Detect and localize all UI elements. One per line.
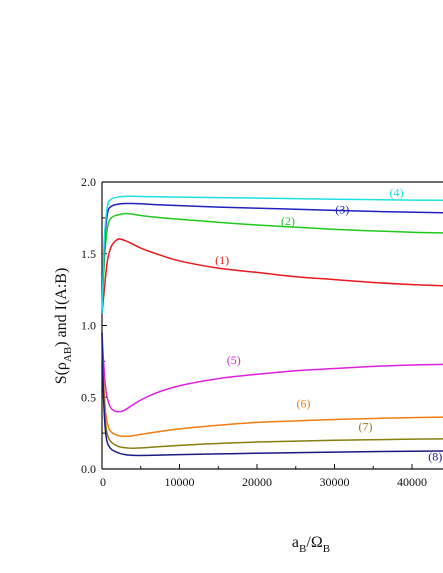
- series-line-3: [101, 202, 443, 315]
- curve-label: (8): [428, 449, 442, 463]
- x-tick-label: 30000: [320, 475, 350, 489]
- curve-labels: (1) (2) (3) (4) (5) (6) (7) (8): [215, 185, 442, 463]
- curve-label: (2): [281, 214, 295, 228]
- x-tick-label: 40000: [397, 475, 427, 489]
- curve-label: (5): [227, 353, 241, 367]
- curve-label: (6): [297, 396, 311, 410]
- series-line-6: [101, 332, 443, 438]
- series-line-4: [101, 195, 443, 315]
- curves: [101, 195, 443, 457]
- curve-label: (7): [359, 419, 373, 433]
- y-tick-label: 0.5: [81, 390, 96, 404]
- curve-label: (3): [335, 203, 349, 217]
- x-ticks: 0 10000 20000 30000 40000: [100, 464, 427, 489]
- y-axis-title: S(ρAB) and I(A:B): [53, 268, 74, 385]
- y-ticks: 0.0 0.5 1.0 1.5 2.0: [81, 175, 107, 476]
- x-tick-label: 20000: [242, 475, 272, 489]
- y-tick-label: 1.5: [81, 247, 96, 261]
- y-tick-label: 0.0: [81, 462, 96, 476]
- x-axis-title: aB/ΩB: [292, 534, 330, 555]
- plot-frame: [101, 181, 443, 470]
- series-line-2: [101, 212, 443, 315]
- curve-label: (1): [215, 253, 229, 267]
- y-tick-label: 2.0: [81, 175, 96, 189]
- x-tick-label: 0: [100, 475, 106, 489]
- x-tick-label: 10000: [165, 475, 195, 489]
- curve-label: (4): [390, 185, 404, 199]
- series-line-7: [101, 332, 443, 449]
- series-line-1: [101, 237, 443, 315]
- series-line-8: [101, 332, 443, 457]
- series-line-5: [101, 332, 443, 413]
- y-tick-label: 1.0: [81, 319, 96, 333]
